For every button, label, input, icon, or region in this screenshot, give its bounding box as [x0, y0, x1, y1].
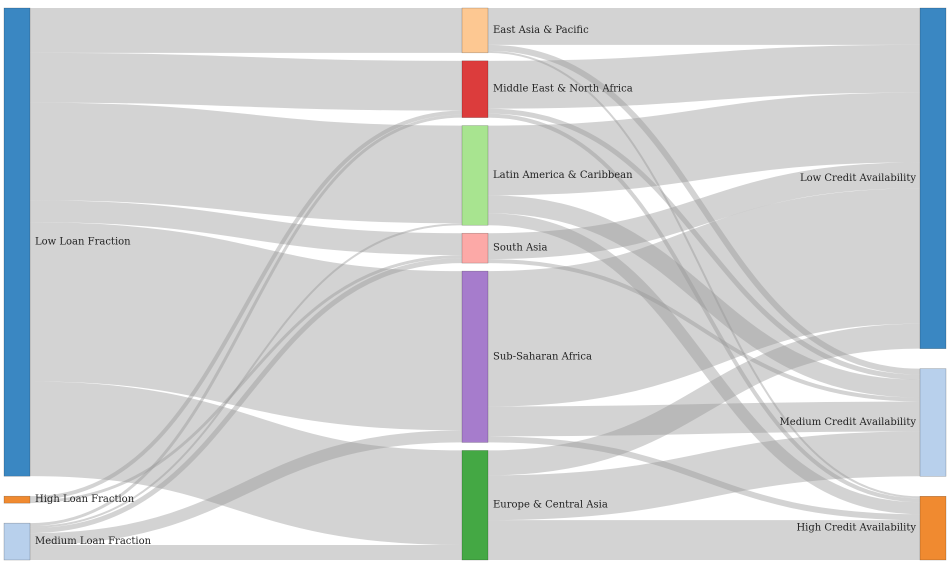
node-sa — [461, 232, 489, 264]
sankey-links — [29, 7, 921, 561]
label-high_loan: High Loan Fraction — [35, 494, 135, 505]
link-med_loan-to-lac — [29, 223, 463, 529]
link-low_loan-to-ssa — [29, 222, 463, 431]
node-eap — [461, 7, 489, 54]
link-med_loan-to-ssa — [29, 430, 463, 546]
link-eca-to-med_credit — [487, 431, 921, 521]
label-med_credit: Medium Credit Availability — [780, 417, 917, 428]
link-eap-to-high_credit — [487, 50, 921, 499]
label-sa: South Asia — [493, 243, 548, 254]
link-low_loan-to-mena — [29, 52, 463, 111]
link-high_loan-to-mena — [29, 110, 463, 501]
link-lac-to-med_credit — [487, 195, 921, 398]
node-mena — [461, 60, 489, 118]
sankey-nodes — [3, 7, 947, 561]
node-eca — [461, 450, 489, 561]
link-mena-to-high_credit — [487, 113, 921, 503]
link-ssa-to-med_credit — [487, 401, 921, 437]
sankey-labels: Low Loan Fraction High Loan Fraction Mediu… — [35, 25, 916, 547]
node-low_loan — [3, 7, 31, 477]
label-eca: Europe & Central Asia — [493, 500, 608, 511]
link-med_loan-to-mena — [29, 114, 463, 527]
label-low_loan: Low Loan Fraction — [35, 237, 131, 248]
link-sa-to-med_credit — [487, 259, 921, 402]
link-ssa-to-high_credit — [487, 436, 921, 521]
node-high_loan — [3, 495, 31, 504]
link-lac-to-low_credit — [487, 92, 921, 196]
node-med_credit — [919, 368, 947, 477]
link-eap-to-med_credit — [487, 44, 921, 375]
label-med_loan: Medium Loan Fraction — [35, 536, 152, 547]
link-low_loan-to-sa — [29, 200, 463, 256]
link-low_loan-to-eca — [29, 381, 463, 546]
label-high_credit: High Credit Availability — [796, 523, 916, 534]
node-med_loan — [3, 522, 31, 561]
label-low_credit: Low Credit Availability — [800, 173, 916, 184]
link-ssa-to-low_credit — [487, 188, 921, 407]
node-low_credit — [919, 7, 947, 349]
link-high_loan-to-sa — [29, 255, 463, 504]
link-sa-to-low_credit — [487, 162, 921, 260]
label-mena: Middle East & North Africa — [493, 84, 633, 95]
label-ssa: Sub-Saharan Africa — [493, 351, 592, 362]
link-lac-to-high_credit — [487, 213, 921, 515]
link-eca-to-low_credit — [487, 323, 921, 476]
node-ssa — [461, 270, 489, 443]
node-lac — [461, 125, 489, 226]
link-med_loan-to-sa — [29, 258, 463, 534]
label-lac: Latin America & Caribbean — [493, 170, 633, 181]
label-eap: East Asia & Pacific — [493, 25, 589, 36]
link-low_loan-to-lac — [29, 102, 463, 224]
link-mena-to-med_credit — [487, 108, 921, 380]
link-mena-to-low_credit — [487, 44, 921, 109]
node-high_credit — [919, 495, 947, 561]
